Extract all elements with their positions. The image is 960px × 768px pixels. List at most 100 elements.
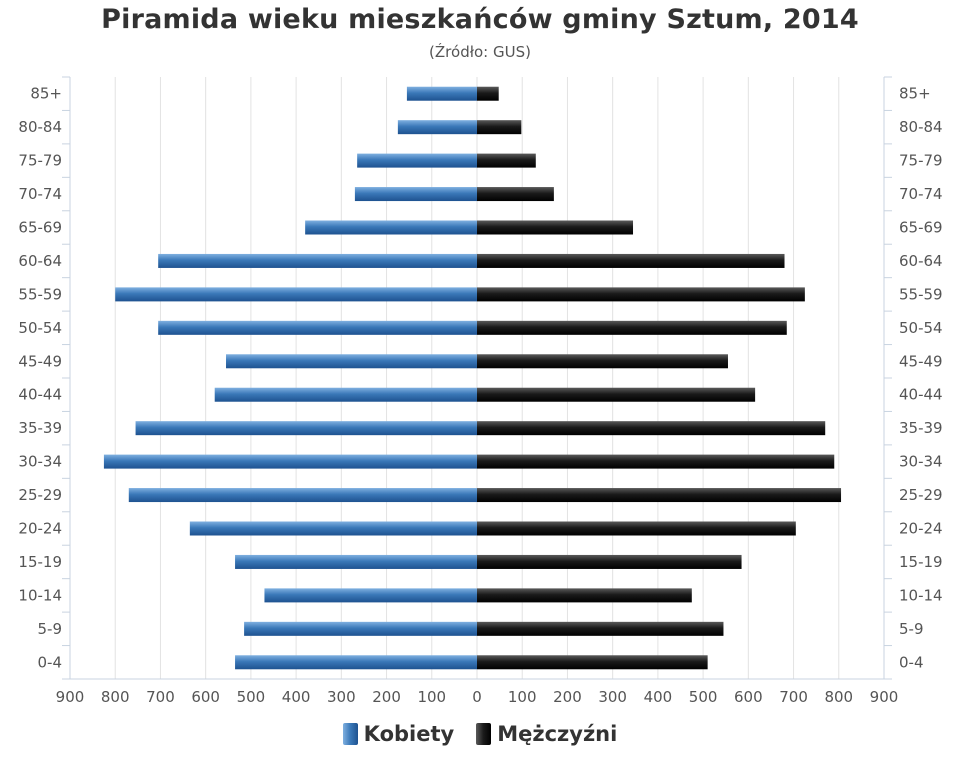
bar-mezczyzni[interactable] bbox=[477, 621, 724, 636]
y-tick-label-left: 85+ bbox=[30, 85, 62, 103]
y-tick-label-right: 60-64 bbox=[899, 252, 943, 270]
x-tick-label: 700 bbox=[146, 688, 175, 706]
chart-subtitle: (Źródło: GUS) bbox=[429, 43, 531, 61]
y-tick-label-left: 40-44 bbox=[18, 386, 62, 404]
bar-kobiety[interactable] bbox=[235, 655, 477, 670]
y-tick-label-right: 45-49 bbox=[899, 352, 943, 370]
legend-swatch-mezczyzni bbox=[476, 723, 492, 745]
y-tick-label-left: 15-19 bbox=[18, 553, 62, 571]
y-tick-label-left: 10-14 bbox=[18, 586, 62, 604]
bar-kobiety[interactable] bbox=[103, 454, 478, 469]
bar-mezczyzni[interactable] bbox=[477, 588, 692, 603]
bar-mezczyzni[interactable] bbox=[477, 153, 536, 168]
bar-mezczyzni[interactable] bbox=[477, 454, 835, 469]
bar-kobiety[interactable] bbox=[135, 421, 478, 436]
x-tick-label: 800 bbox=[824, 688, 853, 706]
bar-kobiety[interactable] bbox=[305, 220, 477, 235]
bar-kobiety[interactable] bbox=[397, 120, 477, 135]
y-tick-label-left: 65-69 bbox=[18, 219, 62, 237]
y-tick-label-right: 20-24 bbox=[899, 520, 943, 538]
legend: Kobiety Mężczyźni bbox=[0, 722, 960, 746]
y-tick-label-right: 55-59 bbox=[899, 285, 943, 303]
y-tick-label-right: 50-54 bbox=[899, 319, 943, 337]
x-tick-label: 400 bbox=[644, 688, 673, 706]
y-tick-label-right: 5-9 bbox=[899, 620, 924, 638]
bar-kobiety[interactable] bbox=[158, 320, 477, 335]
legend-item-kobiety[interactable]: Kobiety bbox=[342, 722, 455, 746]
bar-mezczyzni[interactable] bbox=[477, 354, 728, 369]
y-tick-label-left: 55-59 bbox=[18, 285, 62, 303]
y-tick-label-right: 70-74 bbox=[899, 185, 943, 203]
y-tick-label-right: 85+ bbox=[899, 85, 931, 103]
bar-mezczyzni[interactable] bbox=[477, 120, 522, 135]
x-tick-label: 100 bbox=[417, 688, 446, 706]
y-tick-label-right: 75-79 bbox=[899, 152, 943, 170]
bar-mezczyzni[interactable] bbox=[477, 488, 842, 503]
x-tick-label: 300 bbox=[598, 688, 627, 706]
bar-kobiety[interactable] bbox=[244, 621, 477, 636]
bars bbox=[103, 86, 842, 670]
x-tick-label: 900 bbox=[870, 688, 899, 706]
y-tick-label-right: 25-29 bbox=[899, 486, 943, 504]
bar-kobiety[interactable] bbox=[264, 588, 477, 603]
legend-item-mezczyzni[interactable]: Mężczyźni bbox=[476, 722, 617, 746]
bar-mezczyzni[interactable] bbox=[477, 387, 756, 402]
y-tick-label-left: 50-54 bbox=[18, 319, 62, 337]
x-tick-label: 500 bbox=[237, 688, 266, 706]
x-tick-label: 900 bbox=[56, 688, 85, 706]
x-tick-label: 200 bbox=[553, 688, 582, 706]
y-tick-label-left: 30-34 bbox=[18, 453, 62, 471]
bar-kobiety[interactable] bbox=[354, 187, 477, 202]
y-tick-label-left: 80-84 bbox=[18, 118, 62, 136]
x-tick-label: 400 bbox=[282, 688, 311, 706]
y-tick-label-right: 80-84 bbox=[899, 118, 943, 136]
y-tick-label-right: 15-19 bbox=[899, 553, 943, 571]
bar-mezczyzni[interactable] bbox=[477, 253, 785, 268]
x-tick-label: 600 bbox=[734, 688, 763, 706]
bar-kobiety[interactable] bbox=[357, 153, 477, 168]
x-tick-label: 800 bbox=[101, 688, 130, 706]
bar-mezczyzni[interactable] bbox=[477, 421, 826, 436]
x-tick-label: 300 bbox=[327, 688, 356, 706]
bar-kobiety[interactable] bbox=[235, 554, 477, 569]
bar-kobiety[interactable] bbox=[128, 488, 478, 503]
bar-mezczyzni[interactable] bbox=[477, 86, 499, 101]
bar-mezczyzni[interactable] bbox=[477, 220, 634, 235]
y-tick-label-right: 10-14 bbox=[899, 586, 943, 604]
legend-label-mezczyzni: Mężczyźni bbox=[497, 722, 618, 746]
axes bbox=[62, 76, 892, 680]
y-tick-label-right: 65-69 bbox=[899, 219, 943, 237]
bar-kobiety[interactable] bbox=[115, 287, 477, 302]
y-tick-label-left: 5-9 bbox=[38, 620, 63, 638]
bar-kobiety[interactable] bbox=[158, 253, 477, 268]
bar-mezczyzni[interactable] bbox=[477, 554, 742, 569]
bar-mezczyzni[interactable] bbox=[477, 187, 554, 202]
bar-mezczyzni[interactable] bbox=[477, 655, 708, 670]
bar-kobiety[interactable] bbox=[214, 387, 477, 402]
y-tick-label-right: 40-44 bbox=[899, 386, 943, 404]
x-tick-label: 600 bbox=[191, 688, 220, 706]
legend-swatch-kobiety bbox=[342, 723, 358, 745]
y-tick-label-left: 75-79 bbox=[18, 152, 62, 170]
y-tick-label-left: 20-24 bbox=[18, 520, 62, 538]
bar-kobiety[interactable] bbox=[406, 86, 477, 101]
bar-mezczyzni[interactable] bbox=[477, 320, 787, 335]
bar-mezczyzni[interactable] bbox=[477, 521, 796, 536]
grid-lines bbox=[114, 77, 840, 679]
x-tick-label: 100 bbox=[508, 688, 537, 706]
chart-title: Piramida wieku mieszkańców gminy Sztum, … bbox=[101, 4, 859, 35]
y-tick-label-left: 35-39 bbox=[18, 419, 62, 437]
y-tick-label-right: 30-34 bbox=[899, 453, 943, 471]
x-tick-label: 200 bbox=[372, 688, 401, 706]
bar-kobiety[interactable] bbox=[226, 354, 477, 369]
x-tick-label: 700 bbox=[779, 688, 808, 706]
legend-label-kobiety: Kobiety bbox=[363, 722, 455, 746]
x-tick-label: 0 bbox=[472, 688, 482, 706]
y-tick-label-left: 45-49 bbox=[18, 352, 62, 370]
bar-kobiety[interactable] bbox=[189, 521, 478, 536]
y-tick-label-left: 70-74 bbox=[18, 185, 62, 203]
y-tick-label-right: 35-39 bbox=[899, 419, 943, 437]
y-tick-label-left: 0-4 bbox=[38, 653, 63, 671]
bar-mezczyzni[interactable] bbox=[477, 287, 805, 302]
